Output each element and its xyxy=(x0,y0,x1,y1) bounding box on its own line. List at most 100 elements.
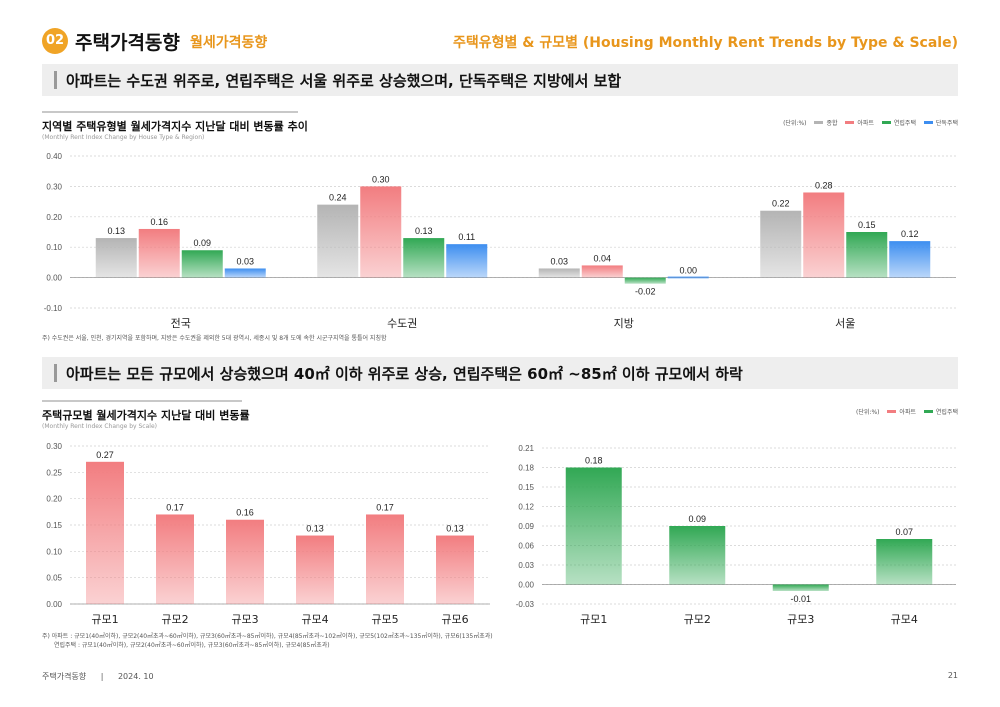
legend-label-rowhouse: 연립주택 xyxy=(893,120,916,127)
bar-규모6-아파트 xyxy=(436,535,474,604)
chart1-title: 지역별 주택유형별 월세가격지수 지난달 대비 변동률 추이 xyxy=(42,120,308,133)
x-category-label: 규모1 xyxy=(580,613,607,626)
bar-지방-종합 xyxy=(538,268,580,278)
chart2-footnote-line2: 연립주택 : 규모1(40㎡이하), 규모2(40㎡초과~60㎡이하), 규모3… xyxy=(54,642,330,649)
footer-separator: | xyxy=(100,672,104,681)
bar-규모5-아파트 xyxy=(366,514,404,604)
y-tick-label: 0.21 xyxy=(518,444,534,453)
headline-band-1: 아파트는 수도권 위주로, 연립주택은 서울 위주로 상승했으며, 단독주택은 … xyxy=(42,64,958,96)
bar-규모2-연립주택 xyxy=(669,526,726,585)
data-label: 0.30 xyxy=(372,174,390,184)
data-label: 0.17 xyxy=(166,502,184,512)
bar-규모3-아파트 xyxy=(226,519,264,604)
y-tick-label: 0.10 xyxy=(46,243,62,252)
chart2-legend: (단위:%) 아파트 연립주택 xyxy=(856,407,958,416)
legend-label-apartment: 아파트 xyxy=(857,120,874,127)
x-category-label: 수도권 xyxy=(387,317,417,330)
data-label: 0.12 xyxy=(901,229,919,239)
x-category-label: 규모3 xyxy=(787,613,814,626)
data-label: 0.09 xyxy=(688,514,706,524)
x-category-label: 규모6 xyxy=(441,613,468,626)
chart1-regional-bar-chart: 0.40 0.30 0.20 0.10 0.00 -0.10 0.13 0.16 0.09 0.0… xyxy=(44,152,956,330)
y-tick-label: 0.00 xyxy=(518,581,534,590)
data-label: 0.07 xyxy=(895,527,913,537)
data-label: 0.17 xyxy=(376,502,394,512)
y-tick-label: 0.06 xyxy=(518,542,534,551)
bar-전국-종합 xyxy=(95,238,137,278)
legend-label-rowhouse: 연립주택 xyxy=(935,409,958,416)
x-category-label: 전국 xyxy=(171,317,191,330)
chart2-subtitle: (Monthly Rent Index Change by Scale) xyxy=(42,423,157,430)
legend-swatch-rowhouse xyxy=(923,410,933,413)
bar-전국-단독주택 xyxy=(224,268,266,278)
y-tick-label: -0.03 xyxy=(516,600,535,609)
legend-swatch-apartment xyxy=(845,121,855,124)
chart2-title-rule xyxy=(42,400,242,402)
page-number: 21 xyxy=(947,671,958,680)
footer-title: 주택가격동향 xyxy=(42,672,87,681)
chart1-unit: (단위:%) xyxy=(783,120,807,127)
headline-text-2: 아파트는 모든 규모에서 상승했으며 40㎡ 이하 위주로 상승, 연립주택은 … xyxy=(66,365,743,383)
data-label: 0.11 xyxy=(458,232,475,242)
y-tick-label: 0.15 xyxy=(46,521,62,530)
data-label: 0.13 xyxy=(446,524,464,534)
data-label: 0.24 xyxy=(329,193,347,203)
data-label: -0.02 xyxy=(635,287,656,297)
data-label: 0.27 xyxy=(96,450,114,460)
bar-규모2-아파트 xyxy=(156,514,194,604)
page-footer: 주택가격동향 | 2024. 10 xyxy=(42,671,154,682)
data-label: 0.13 xyxy=(107,226,125,236)
y-tick-label: 0.30 xyxy=(46,182,62,191)
legend-swatch-detached xyxy=(923,121,933,124)
legend-label-total: 종합 xyxy=(826,120,838,127)
chart1-subtitle: (Monthly Rent Index Change by House Type… xyxy=(42,134,205,141)
data-label: 0.16 xyxy=(236,508,254,518)
chart1-title-rule xyxy=(42,111,298,113)
chart2-title: 주택규모별 월세가격지수 지난달 대비 변동률 xyxy=(42,409,250,422)
footer-date: 2024. 10 xyxy=(117,672,154,681)
chart2-footnote: 주) 아파트 : 규모1(40㎡이하), 규모2(40㎡초과~60㎡이하), 규… xyxy=(42,632,493,650)
data-label: 0.09 xyxy=(193,238,211,248)
bar-규모3-연립주택 xyxy=(772,584,829,591)
x-category-label: 규모4 xyxy=(301,613,328,626)
legend-swatch-apartment xyxy=(887,410,897,413)
y-tick-label: 0.09 xyxy=(518,522,534,531)
section-subtitle: 월세가격동향 xyxy=(190,35,268,51)
y-tick-label: 0.25 xyxy=(46,468,62,477)
data-label: 0.16 xyxy=(150,217,168,227)
chart3-rowhouse-scale-bar-chart: 0.21 0.18 0.15 0.12 0.09 0.06 0.03 0.00 -0.03 0.1… xyxy=(516,444,956,626)
bar-규모1-아파트 xyxy=(86,461,124,604)
y-tick-label: 0.00 xyxy=(46,274,62,283)
page-topic-title: 주택유형별 & 규모별 (Housing Monthly Rent Trends… xyxy=(453,35,958,51)
section-title: 주택가격동향 xyxy=(75,32,180,54)
bar-지방-단독주택 xyxy=(667,276,709,279)
y-tick-label: 0.10 xyxy=(46,547,62,556)
bar-규모4-연립주택 xyxy=(876,539,933,585)
legend-label-apartment: 아파트 xyxy=(899,409,916,416)
bar-지방-연립주택 xyxy=(624,277,666,284)
bar-규모1-연립주택 xyxy=(565,467,622,585)
y-tick-label: 0.40 xyxy=(46,152,62,161)
x-category-label: 규모5 xyxy=(371,613,398,626)
chart1-legend: (단위:%) 종합 아파트 연립주택 단독주택 xyxy=(783,118,958,127)
data-label: 0.00 xyxy=(679,266,697,276)
headline-text-1: 아파트는 수도권 위주로, 연립주택은 서울 위주로 상승했으며, 단독주택은 … xyxy=(66,72,622,90)
x-category-label: 규모1 xyxy=(91,613,118,626)
x-category-label: 지방 xyxy=(614,317,634,330)
data-label: 0.15 xyxy=(858,220,876,230)
x-category-label: 서울 xyxy=(835,317,855,330)
data-label: 0.28 xyxy=(815,180,833,190)
bar-수도권-아파트 xyxy=(360,186,402,278)
data-label: 0.04 xyxy=(593,253,611,263)
bar-서울-단독주택 xyxy=(889,241,931,278)
legend-swatch-total xyxy=(814,121,824,124)
legend-label-detached: 단독주택 xyxy=(935,120,958,127)
bar-서울-종합 xyxy=(760,210,802,278)
y-tick-label: 0.05 xyxy=(46,574,62,583)
chart2-footnote-line1: 주) 아파트 : 규모1(40㎡이하), 규모2(40㎡초과~60㎡이하), 규… xyxy=(42,633,493,640)
y-tick-label: 0.18 xyxy=(518,464,534,473)
x-category-label: 규모3 xyxy=(231,613,258,626)
data-label: 0.18 xyxy=(585,456,603,466)
bar-수도권-연립주택 xyxy=(403,238,445,278)
section-number-badge: 02 xyxy=(42,28,68,54)
